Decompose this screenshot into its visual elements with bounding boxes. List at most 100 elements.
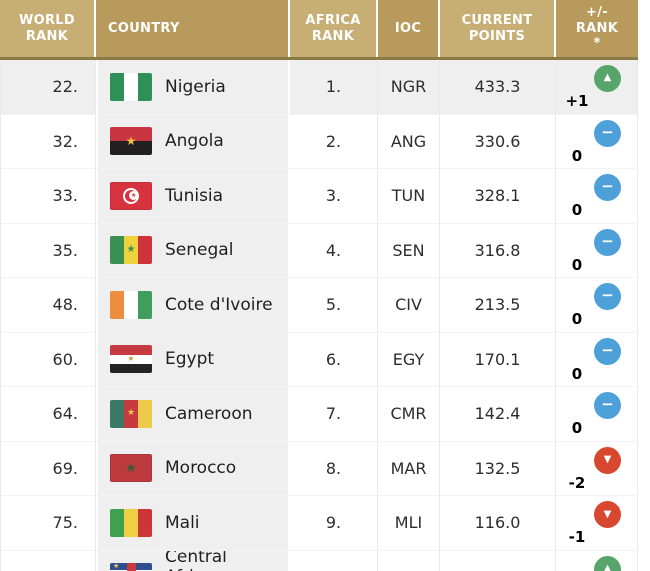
rank-up-icon: ▲ (594, 555, 621, 571)
country-name: Egypt (165, 349, 215, 370)
rank-change-cell: − 0 (556, 169, 638, 223)
points-value: 110.1 (440, 550, 556, 571)
country-name: Mali (165, 512, 200, 533)
africa-rank-value: 9. (290, 496, 378, 550)
nigeria-flag-icon (110, 72, 152, 101)
header-current-points: CURRENT POINTS (440, 0, 556, 57)
world-rank-value: 64. (0, 387, 96, 441)
table-row: 32. ★ Angola 2. ANG 330.6 − 0 (0, 114, 638, 169)
country-name: Morocco (165, 458, 237, 479)
ioc-code: SEN (378, 223, 440, 277)
rank-same-icon: − (594, 392, 621, 419)
table-row: 78. ★ Central African Republic 10. CAF 1… (0, 550, 638, 571)
points-value: 132.5 (440, 441, 556, 495)
world-rank-value: 33. (0, 169, 96, 223)
rank-same-icon: − (594, 337, 621, 365)
rank-same-icon: − (594, 174, 621, 201)
africa-rank-value: 4. (290, 223, 378, 277)
table-row: 48. Cote d'Ivoire 5. CIV 213.5 − 0 (0, 278, 638, 333)
country-cell: ★ Cameroon (96, 387, 290, 441)
world-rank-value: 60. (0, 332, 96, 386)
ioc-code: MAR (378, 441, 440, 495)
table-row: 22. Nigeria 1. NGR 433.3 ▲ +1 (0, 60, 638, 115)
africa-rank-value: 7. (290, 387, 378, 441)
country-cell: ★ Angola (96, 114, 290, 168)
rank-same-icon: − (594, 283, 621, 310)
points-value: 116.0 (440, 496, 556, 550)
country-name: Tunisia (165, 185, 224, 206)
rank-same-icon: − (594, 228, 621, 256)
header-africa-rank: AFRICA RANK (290, 0, 378, 57)
rank-change-value: 0 (571, 255, 583, 274)
rank-down-icon: ▼ (594, 501, 621, 528)
points-value: 330.6 (440, 114, 556, 168)
country-cell: ★ Morocco (96, 441, 290, 495)
country-cell: ★ Egypt (96, 332, 290, 386)
country-name: Angola (165, 131, 224, 152)
table-row: 60. ★ Egypt 6. EGY 170.1 − 0 (0, 332, 638, 387)
rank-change-cell: ▲ (556, 550, 638, 571)
senegal-flag-icon: ★ (110, 236, 152, 265)
ioc-code: NGR (378, 60, 440, 114)
rank-change-value: 0 (571, 146, 583, 165)
points-value: 142.4 (440, 387, 556, 441)
world-rank-value: 48. (0, 278, 96, 332)
points-value: 316.8 (440, 223, 556, 277)
country-cell: Nigeria (96, 60, 290, 114)
header-world-rank: WORLD RANK (0, 0, 96, 57)
rank-change-cell: − 0 (556, 278, 638, 332)
country-cell: ★ Central African Republic (96, 550, 290, 571)
ioc-code: TUN (378, 169, 440, 223)
cote-divoire-flag-icon (110, 290, 152, 319)
rank-change-cell: − 0 (556, 114, 638, 168)
world-rank-value: 75. (0, 496, 96, 550)
africa-rank-value: 6. (290, 332, 378, 386)
header-plus-minus-rank: +/- RANK * (556, 0, 638, 57)
world-rank-value: 69. (0, 441, 96, 495)
mali-flag-icon (110, 508, 152, 537)
egypt-flag-icon: ★ (110, 345, 152, 374)
ioc-code: EGY (378, 332, 440, 386)
ioc-code: MLI (378, 496, 440, 550)
rank-change-value: 0 (571, 419, 583, 437)
rank-change-cell: ▼ -2 (556, 441, 638, 495)
rank-change-value: +1 (565, 92, 589, 110)
angola-flag-icon: ★ (110, 127, 152, 156)
morocco-flag-icon: ★ (110, 454, 152, 483)
world-rank-value: 78. (0, 550, 96, 571)
country-name: Nigeria (165, 76, 226, 97)
africa-rank-value: 5. (290, 278, 378, 332)
africa-rank-value: 8. (290, 441, 378, 495)
rank-change-cell: − 0 (556, 223, 638, 277)
africa-rank-value: 3. (290, 169, 378, 223)
table-row: 33. ★ Tunisia 3. TUN 328.1 − 0 (0, 169, 638, 224)
rank-down-icon: ▼ (594, 446, 621, 474)
table-header-row: WORLD RANK COUNTRY AFRICA RANK IOC CURRE… (0, 0, 638, 60)
rank-change-value: -1 (568, 528, 586, 546)
rank-change-value: -2 (568, 473, 586, 492)
country-cell: Cote d'Ivoire (96, 278, 290, 332)
rank-change-cell: − 0 (556, 332, 638, 386)
ioc-code: CAF (378, 550, 440, 571)
points-value: 170.1 (440, 332, 556, 386)
country-name: Central African Republic (165, 550, 227, 571)
country-name: Cameroon (165, 403, 253, 424)
points-value: 213.5 (440, 278, 556, 332)
world-rank-value: 35. (0, 223, 96, 277)
country-name: Senegal (165, 240, 234, 261)
rank-change-value: 0 (571, 201, 583, 219)
ioc-code: CMR (378, 387, 440, 441)
ioc-code: CIV (378, 278, 440, 332)
africa-rank-value: 1. (290, 60, 378, 114)
table-row: 75. Mali 9. MLI 116.0 ▼ -1 (0, 496, 638, 551)
country-cell: ★ Senegal (96, 223, 290, 277)
country-cell: ★ Tunisia (96, 169, 290, 223)
africa-rank-value: 10. (290, 550, 378, 571)
country-cell: Mali (96, 496, 290, 550)
table-row: 69. ★ Morocco 8. MAR 132.5 ▼ -2 (0, 441, 638, 496)
points-value: 433.3 (440, 60, 556, 114)
africa-rank-value: 2. (290, 114, 378, 168)
points-value: 328.1 (440, 169, 556, 223)
